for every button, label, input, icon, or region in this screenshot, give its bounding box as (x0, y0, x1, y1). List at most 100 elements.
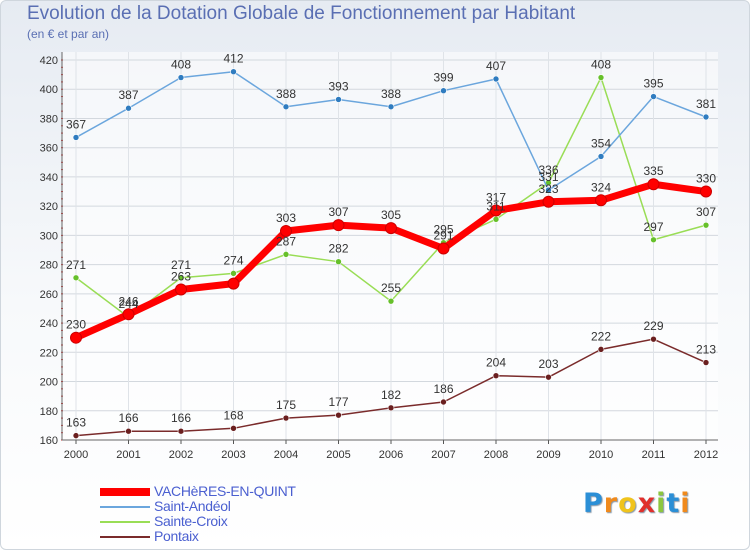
data-point-2 (387, 297, 395, 305)
data-label: 229 (643, 319, 663, 333)
data-point-1 (72, 134, 80, 141)
data-point-1 (702, 113, 710, 121)
data-point-3 (597, 346, 605, 353)
data-label: 407 (486, 59, 506, 73)
y-tick-label: 260 (40, 289, 58, 301)
data-label: 330 (696, 172, 716, 186)
logo-letter: P (583, 488, 604, 519)
data-label: 307 (328, 205, 348, 219)
y-tick-label: 300 (40, 230, 58, 242)
data-label: 166 (118, 411, 138, 425)
data-label: 255 (381, 281, 401, 295)
data-point-0 (542, 195, 555, 208)
x-tick-label: 2007 (431, 449, 455, 461)
data-point-3 (282, 414, 290, 422)
data-point-0 (70, 331, 82, 344)
x-tick-label: 2006 (379, 449, 403, 461)
y-tick-label: 380 (40, 113, 58, 125)
data-label: 324 (591, 180, 611, 194)
data-point-1 (492, 75, 500, 83)
x-tick-label: 2003 (221, 449, 245, 461)
y-tick-label: 420 (40, 55, 58, 67)
data-label: 168 (223, 408, 243, 422)
data-point-3 (177, 427, 185, 435)
data-label: 395 (643, 77, 663, 91)
data-point-2 (72, 274, 80, 282)
data-label: 274 (223, 253, 243, 267)
data-label: 287 (276, 234, 296, 248)
data-point-0 (122, 308, 135, 321)
data-label: 295 (433, 223, 453, 237)
data-point-2 (650, 236, 657, 244)
data-label: 336 (538, 163, 558, 177)
data-label: 177 (328, 395, 348, 409)
data-label: 354 (591, 136, 611, 150)
data-label: 282 (328, 242, 348, 256)
data-label: 305 (381, 208, 401, 222)
x-tick-label: 2009 (536, 449, 560, 461)
data-point-0 (700, 185, 712, 198)
data-point-1 (282, 103, 290, 111)
logo-letter: i (656, 488, 667, 519)
data-point-1 (177, 74, 185, 81)
logo-letter: x (637, 488, 657, 519)
legend-swatch-pontaix (100, 536, 150, 538)
data-point-0 (175, 283, 187, 296)
data-point-1 (650, 93, 657, 100)
data-label: 399 (433, 71, 453, 85)
data-label: 307 (696, 205, 716, 219)
data-point-1 (335, 96, 342, 103)
y-tick-label: 340 (40, 172, 58, 184)
data-point-0 (280, 225, 292, 237)
data-point-3 (387, 404, 395, 412)
data-label: 393 (328, 79, 348, 93)
legend-swatch-saint-andeol (100, 506, 150, 508)
x-tick-label: 2008 (484, 449, 508, 461)
y-tick-label: 240 (40, 318, 58, 330)
data-point-1 (597, 153, 605, 160)
data-label: 271 (171, 258, 191, 272)
data-label: 408 (591, 58, 611, 72)
legend-label-sainte-croix: Sainte-Croix (154, 513, 228, 529)
data-point-0 (647, 178, 660, 191)
logo-letter: t (666, 488, 681, 519)
data-point-2 (282, 251, 290, 258)
data-point-0 (332, 219, 345, 232)
data-label: 230 (66, 318, 86, 332)
data-label: 408 (171, 58, 191, 72)
data-label: 317 (486, 191, 506, 205)
data-point-3 (335, 411, 342, 419)
data-point-2 (177, 274, 185, 282)
data-point-0 (490, 204, 502, 217)
data-label: 387 (118, 88, 138, 102)
x-tick-label: 2002 (169, 449, 193, 461)
logo-letter: r (603, 488, 619, 519)
data-label: 367 (66, 117, 86, 131)
data-point-3 (650, 335, 657, 343)
data-point-3 (230, 425, 237, 432)
y-tick-label: 200 (40, 377, 58, 389)
y-tick-label: 220 (40, 347, 58, 359)
data-label: 204 (486, 356, 506, 370)
y-tick-label: 360 (40, 143, 58, 155)
data-label: 186 (433, 382, 453, 396)
data-label: 182 (381, 388, 401, 402)
data-label: 263 (171, 269, 191, 283)
y-tick-label: 400 (40, 84, 58, 96)
data-label: 331 (538, 170, 558, 184)
data-point-3 (492, 372, 500, 379)
x-tick-label: 2005 (326, 449, 350, 461)
data-point-1 (545, 186, 552, 194)
data-point-0 (385, 222, 397, 235)
data-label: 203 (538, 357, 558, 371)
data-point-2 (597, 74, 605, 81)
data-label: 381 (696, 97, 716, 111)
data-label: 311 (486, 199, 505, 213)
data-label: 335 (643, 164, 663, 178)
data-point-2 (335, 258, 342, 265)
proxiti-logo: Proxiti (583, 488, 691, 519)
line-chart: 160 180 200 220 240 260 280 300 320 340 360 380 400 4… (40, 52, 719, 461)
data-point-3 (440, 398, 447, 406)
data-label: 246 (118, 294, 138, 308)
data-point-0 (595, 194, 607, 207)
